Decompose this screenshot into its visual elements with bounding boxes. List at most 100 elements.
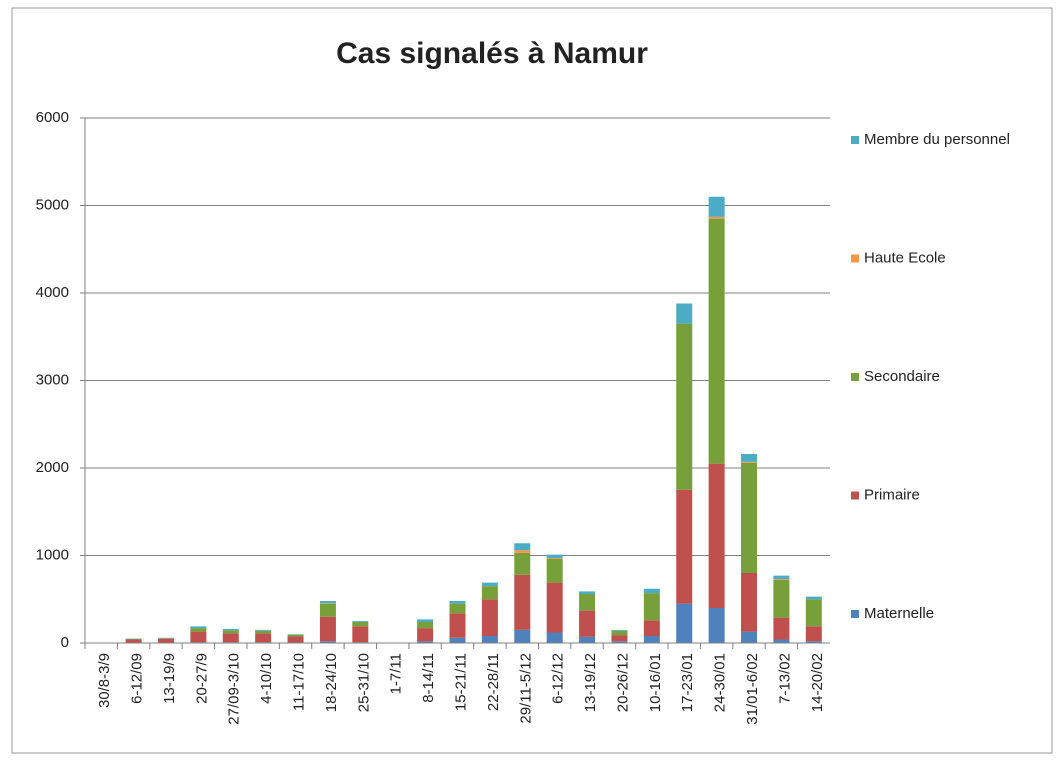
bar-segment xyxy=(223,630,239,633)
bar-segment xyxy=(482,586,498,599)
bar-segment xyxy=(514,630,530,643)
bar-segment xyxy=(709,197,725,217)
y-tick-label: 1000 xyxy=(36,546,69,563)
x-tick-label: 15-21/11 xyxy=(452,653,469,711)
y-tick-label: 5000 xyxy=(36,196,69,213)
x-tick-label: 25-31/10 xyxy=(355,653,372,712)
bar-segment xyxy=(352,621,368,622)
bar-segment xyxy=(482,636,498,643)
legend-label: Haute Ecole xyxy=(864,249,946,266)
bar-segment xyxy=(514,543,530,550)
x-tick-label: 18-24/10 xyxy=(323,653,340,712)
y-tick-label: 6000 xyxy=(36,109,69,126)
bar-segment xyxy=(417,628,433,641)
bar-segment xyxy=(255,633,271,642)
bar-segment xyxy=(644,589,660,593)
bar-segment xyxy=(352,622,368,626)
x-tick-label: 7-13/02 xyxy=(776,653,793,704)
bar-segment xyxy=(547,558,563,559)
bar-segment xyxy=(579,611,595,637)
x-tick-label: 11-17/10 xyxy=(291,653,308,711)
bar-segment xyxy=(773,580,789,618)
bar-segment xyxy=(709,219,725,464)
legend-swatch xyxy=(851,610,859,618)
bar-segment xyxy=(806,626,822,641)
bar-segment xyxy=(709,464,725,608)
bar-segment xyxy=(450,613,466,638)
bar-segment xyxy=(417,622,433,628)
y-tick-label: 2000 xyxy=(36,459,69,476)
x-tick-label: 17-23/01 xyxy=(679,653,696,712)
bar-segment xyxy=(676,304,692,324)
chart-title: Cas signalés à Namur xyxy=(336,37,648,70)
bar-segment xyxy=(417,619,433,622)
x-tick-label: 29/11-5/12 xyxy=(517,653,534,724)
legend-swatch xyxy=(851,373,859,381)
x-tick-label: 8-14/11 xyxy=(420,653,437,703)
legend-label: Membre du personnel xyxy=(864,131,1010,148)
bar-segment xyxy=(255,631,271,634)
bar-segment xyxy=(255,630,271,631)
x-tick-label: 20-27/9 xyxy=(193,653,210,704)
bar-segment xyxy=(806,599,822,626)
x-tick-label: 24-30/01 xyxy=(712,653,729,712)
bar-segment xyxy=(450,604,466,614)
bar-segment xyxy=(547,559,563,583)
bar-segment xyxy=(611,630,627,631)
bar-segment xyxy=(288,635,304,637)
bar-segment xyxy=(806,597,822,600)
bar-segment xyxy=(547,583,563,633)
legend-label: Secondaire xyxy=(864,368,940,385)
bar-segment xyxy=(773,618,789,640)
bar-segment xyxy=(676,604,692,643)
legend-swatch xyxy=(851,492,859,500)
bar-segment xyxy=(644,636,660,643)
bar-segment xyxy=(773,579,789,580)
bar-segment xyxy=(741,463,757,573)
x-tick-label: 4-10/10 xyxy=(258,653,275,704)
bar-segment xyxy=(644,593,660,620)
bar-segment xyxy=(579,591,595,594)
bar-segment xyxy=(579,637,595,643)
legend-swatch xyxy=(851,136,859,144)
bar-segment xyxy=(320,601,336,603)
x-tick-label: 10-16/01 xyxy=(647,653,664,712)
y-tick-label: 3000 xyxy=(36,371,69,388)
x-tick-label: 6-12/12 xyxy=(550,653,567,704)
x-tick-label: 13-19/12 xyxy=(582,653,599,712)
bar-segment xyxy=(482,583,498,587)
bar-segment xyxy=(514,550,530,553)
bar-segment xyxy=(611,631,627,635)
bar-segment xyxy=(158,639,174,643)
bar-segment xyxy=(352,626,368,642)
bar-segment xyxy=(223,629,239,630)
bar-segment xyxy=(611,635,627,641)
bar-segment xyxy=(579,594,595,611)
bar-segment xyxy=(644,620,660,636)
bar-segment xyxy=(288,636,304,642)
y-tick-label: 0 xyxy=(61,634,69,651)
x-tick-label: 20-26/12 xyxy=(614,653,631,712)
bar-segment xyxy=(320,604,336,617)
bar-segment xyxy=(450,638,466,643)
bar-segment xyxy=(709,608,725,643)
bar-segment xyxy=(190,626,206,628)
y-tick-label: 4000 xyxy=(36,284,69,301)
bar-segment xyxy=(514,553,530,575)
bar-segment xyxy=(126,640,142,643)
bar-segment xyxy=(190,632,206,643)
x-tick-label: 14-20/02 xyxy=(809,653,826,712)
legend-label: Primaire xyxy=(864,486,920,503)
bar-segment xyxy=(741,462,757,463)
bar-segment xyxy=(450,601,466,604)
x-tick-label: 1-7/11 xyxy=(388,653,405,694)
bar-segment xyxy=(190,628,206,632)
bar-segment xyxy=(741,573,757,632)
x-tick-label: 30/8-3/9 xyxy=(96,653,113,708)
bar-segment xyxy=(223,633,239,642)
bar-segment xyxy=(676,490,692,604)
bar-segment xyxy=(741,632,757,643)
x-tick-label: 27/09-3/10 xyxy=(226,653,243,725)
legend-label: Maternelle xyxy=(864,605,934,622)
